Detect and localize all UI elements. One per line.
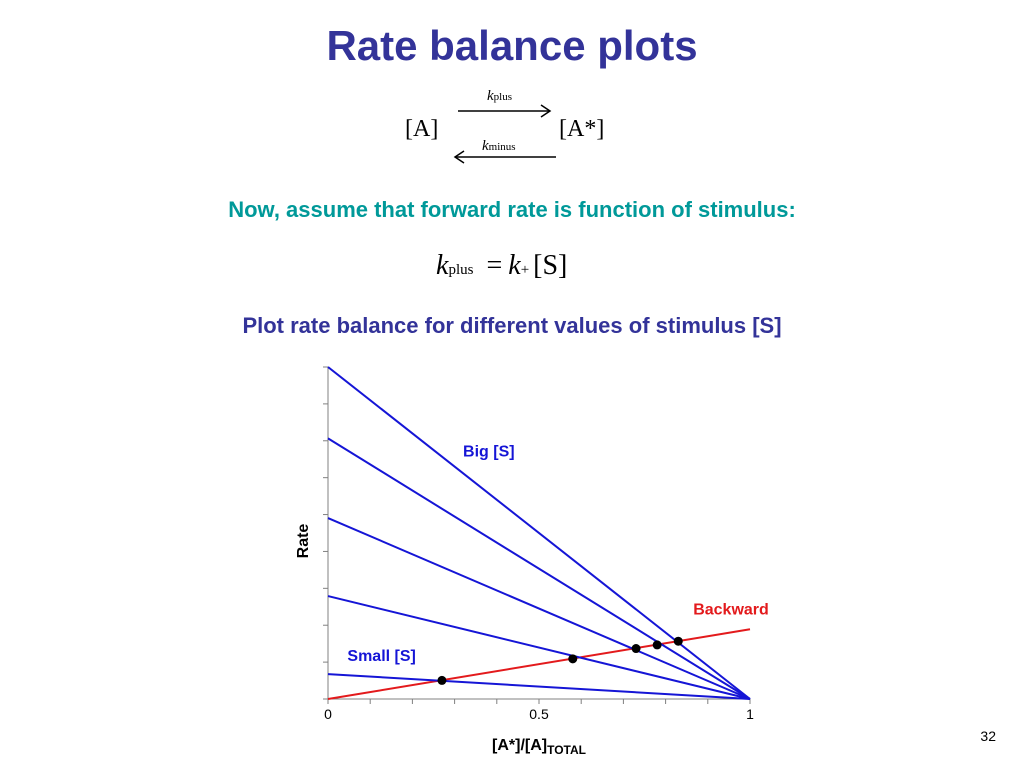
y-axis-label: Rate: [295, 524, 312, 559]
intersection-points: [437, 636, 683, 685]
forward-rate-line-3: [327, 517, 751, 700]
x-tick-label: 1: [746, 706, 754, 722]
x-tick-label: 0.5: [529, 706, 549, 722]
chart-labels: Big [S] Small [S] Backward: [347, 444, 768, 665]
forward-arrowhead: [540, 104, 552, 118]
page-number: 32: [980, 728, 996, 744]
forward-rate-line-2: [327, 595, 751, 700]
intersection-point: [673, 636, 683, 646]
intersection-point: [568, 654, 578, 664]
intersection-point: [652, 640, 662, 650]
annotation-backward: Backward: [693, 601, 769, 618]
forward-rate-line-1: [327, 673, 751, 700]
reaction-arrows: [453, 104, 556, 164]
x-axis-label: [A*]/[A]TOTAL: [492, 737, 586, 757]
rate-equation: kplus = k+ [S]: [436, 250, 568, 281]
product-label: [A*]: [559, 116, 605, 142]
intersection-point: [631, 644, 641, 654]
backward-rate-label: kminus: [482, 138, 516, 154]
forward-rate-line-4: [327, 437, 751, 700]
x-tick-label: 0: [324, 706, 332, 722]
intersection-point: [437, 675, 447, 685]
axes: 0 0.5 1 Rate [A*]/[A]TOTAL: [295, 366, 754, 757]
backward-arrowhead: [453, 150, 465, 164]
forward-rate-label: kplus: [487, 88, 513, 104]
annotation-small: Small [S]: [347, 648, 415, 665]
plot-instruction: Plot rate balance for different values o…: [242, 313, 782, 338]
slide-title: Rate balance plots: [326, 22, 698, 69]
reactant-label: [A]: [405, 116, 439, 142]
stimulus-statement: Now, assume that forward rate is functio…: [228, 197, 796, 222]
annotation-big: Big [S]: [463, 444, 515, 461]
